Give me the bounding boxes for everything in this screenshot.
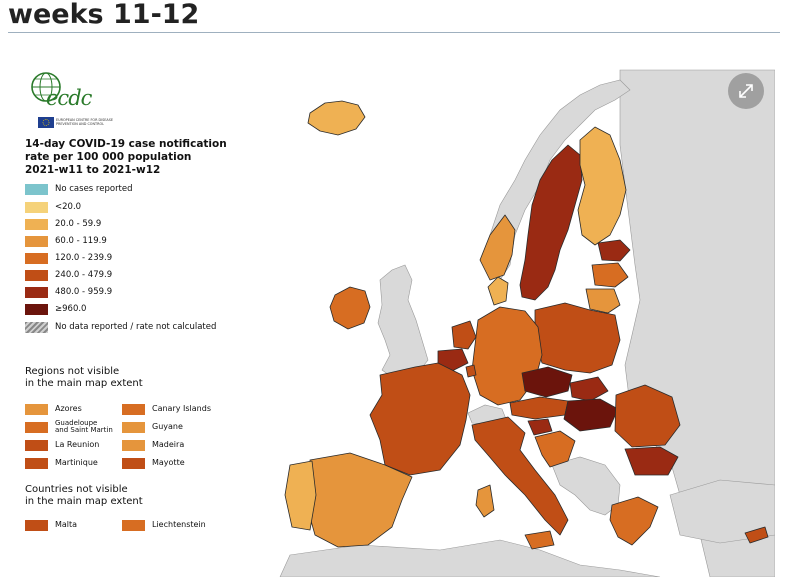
ecdc-globe-icon (31, 72, 61, 102)
region-hungary (563, 398, 619, 432)
region-poland (534, 302, 621, 374)
region-sardinia (475, 484, 495, 518)
regions-section-title: Regions not visible in the main map exte… (25, 366, 143, 389)
region-bulgaria (624, 446, 679, 476)
region-sweden (519, 144, 583, 301)
legend-class-60-119: 60.0 - 119.9 (25, 235, 107, 247)
region-legend-guyane: Guyane (122, 421, 183, 433)
ecdc-wordmark: ecdc (46, 86, 92, 110)
region-france (369, 362, 471, 476)
region-finland (577, 126, 627, 246)
region-legend-mayotte: Mayotte (122, 457, 185, 469)
legend-class-120-239: 120.0 - 239.9 (25, 252, 112, 264)
region-sicily (524, 530, 555, 550)
legend-swatch (25, 286, 48, 298)
region-czechia (521, 366, 573, 398)
legend-swatch (25, 269, 48, 281)
legend-swatch (25, 252, 48, 264)
heading-divider (8, 32, 780, 33)
legend-class-240-479: 240.0 - 479.9 (25, 269, 112, 281)
legend-swatch (122, 457, 145, 469)
country-legend-malta: Malta (25, 519, 77, 531)
legend-swatch (25, 457, 48, 469)
legend-class-gte960: ≥960.0 (25, 303, 86, 315)
legend-swatch (122, 439, 145, 451)
expand-arrows-icon (739, 84, 753, 98)
countries-section-title: Countries not visible in the main map ex… (25, 484, 143, 507)
legend-swatch-hatched (25, 321, 48, 333)
legend-swatch (25, 303, 48, 315)
region-legend-canary-islands: Canary Islands (122, 403, 211, 415)
legend-swatch (25, 403, 48, 415)
region-iceland (307, 100, 366, 136)
legend-swatch (25, 519, 48, 531)
region-latvia (591, 262, 629, 288)
region-greece (609, 496, 659, 546)
eu-flag-icon (38, 117, 54, 128)
legend-swatch (122, 421, 145, 433)
region-luxembourg (465, 364, 477, 378)
legend-swatch (122, 519, 145, 531)
region-netherlands (451, 320, 477, 350)
region-north-africa (279, 539, 661, 577)
legend-panel: ecdc European Centre for Disease Prevent… (20, 65, 265, 577)
region-legend-madeira: Madeira (122, 439, 184, 451)
region-romania (614, 384, 681, 448)
legend-class-no-data: No data reported / rate not calculated (25, 321, 216, 333)
region-croatia (534, 430, 576, 468)
legend-swatch (25, 183, 48, 195)
page-heading: weeks 11-12 (8, 0, 200, 30)
region-legend-la-reunion: La Reunion (25, 439, 99, 451)
region-portugal (284, 460, 317, 531)
ecdc-caption: European Centre for Disease Prevention a… (56, 118, 114, 126)
country-legend-liechtenstein: Liechtenstein (122, 519, 206, 531)
region-estonia (597, 239, 631, 262)
legend-swatch (25, 421, 48, 433)
region-slovenia (527, 418, 553, 436)
map-figure: ecdc European Centre for Disease Prevent… (20, 65, 775, 577)
expand-button[interactable] (728, 73, 764, 109)
legend-swatch (25, 439, 48, 451)
region-cyprus (744, 526, 769, 544)
legend-title: 14-day COVID-19 case notification rate p… (25, 138, 227, 176)
region-denmark (487, 276, 509, 306)
legend-class-no-cases: No cases reported (25, 183, 133, 195)
region-ireland (329, 286, 371, 330)
region-italy (471, 416, 569, 536)
region-turkey (669, 479, 775, 544)
legend-swatch (25, 218, 48, 230)
region-legend-azores: Azores (25, 403, 82, 415)
legend-class-lt20: <20.0 (25, 201, 81, 213)
legend-class-20-59: 20.0 - 59.9 (25, 218, 101, 230)
legend-class-480-959: 480.0 - 959.9 (25, 286, 112, 298)
region-legend-martinique: Martinique (25, 457, 98, 469)
legend-swatch (122, 403, 145, 415)
region-lithuania (585, 288, 621, 314)
region-slovakia (569, 376, 609, 402)
legend-swatch (25, 201, 48, 213)
legend-swatch (25, 235, 48, 247)
region-legend-guadeloupe: Guadeloupe and Saint Martin (25, 419, 113, 434)
region-norway-south (479, 214, 516, 281)
